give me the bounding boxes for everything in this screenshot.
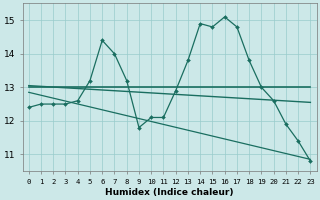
X-axis label: Humidex (Indice chaleur): Humidex (Indice chaleur) (105, 188, 234, 197)
